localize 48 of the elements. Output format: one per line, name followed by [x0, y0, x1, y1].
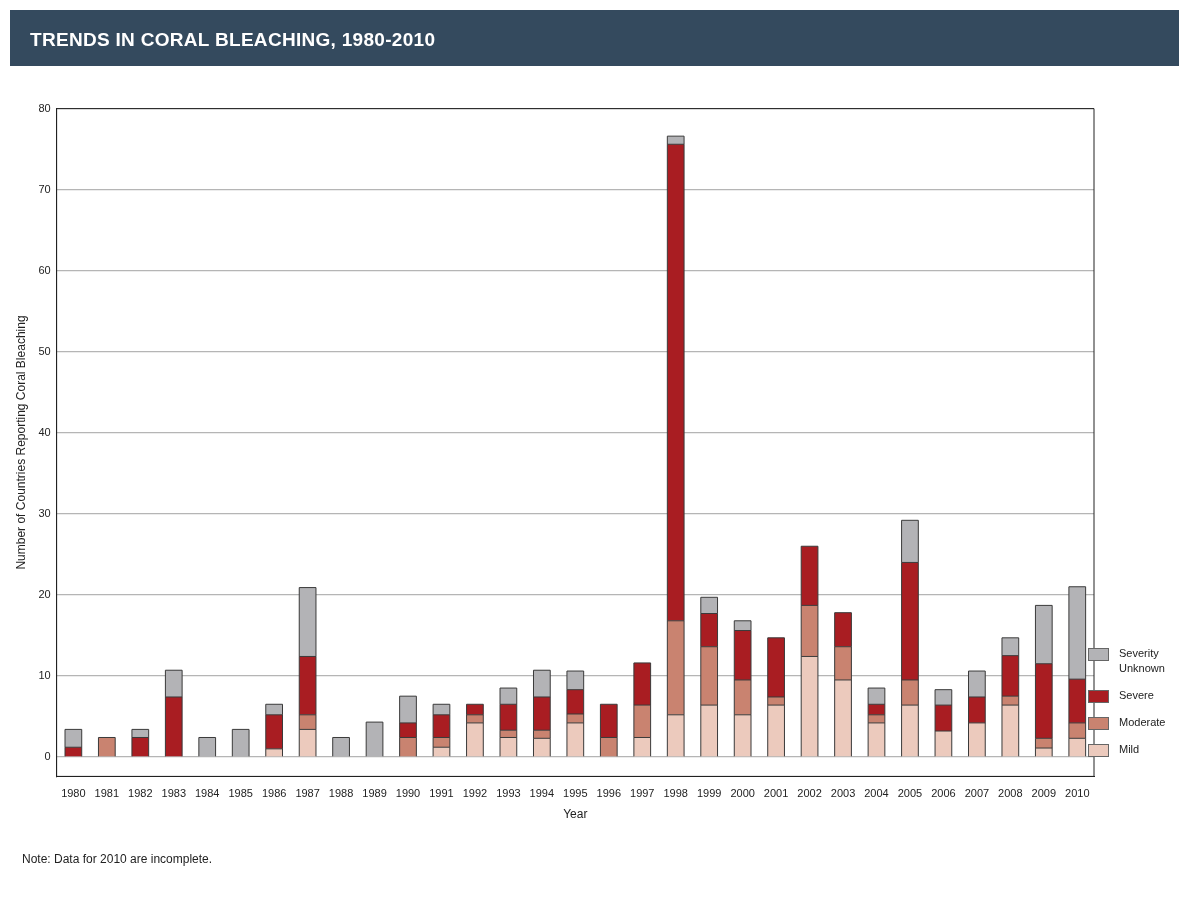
text: Note: Data for 2010 are incomplete. [22, 851, 213, 868]
legend-label: Mild [1119, 742, 1141, 757]
x-tick-label: 1986 [261, 787, 287, 800]
x-tick-label: 2004 [864, 787, 889, 800]
x-tick-label: 2000 [730, 787, 755, 800]
x-tick-label: 1981 [94, 787, 120, 800]
y-tick-label: 60 [38, 263, 51, 276]
x-tick-label: 1980 [61, 787, 86, 800]
x-tick-label: 1992 [462, 787, 488, 800]
x-tick-label: 1991 [429, 787, 454, 800]
x-tick-label: 2001 [763, 787, 789, 800]
x-tick-label: 1988 [328, 787, 354, 800]
x-tick-label: 1987 [295, 787, 320, 800]
y-tick-label: 70 [38, 182, 51, 195]
legend-label: Severity Unknown [1119, 646, 1166, 676]
x-tick-label: 1997 [630, 787, 655, 800]
x-tick-label: 1989 [362, 787, 387, 800]
x-tick-label: 1995 [563, 787, 588, 800]
x-tick-label: 2008 [998, 787, 1023, 800]
x-tick-label: 1990 [395, 787, 421, 800]
x-tick-label: 2005 [897, 787, 923, 800]
x-tick-label: 1984 [194, 787, 220, 800]
y-tick-label: 50 [38, 344, 51, 357]
x-tick-label: 1982 [128, 787, 153, 800]
y-axis-title: Number of Countries Reporting Coral Bleaching [13, 315, 28, 570]
chart-title: TRENDS IN CORAL BLEACHING, 1980-2010 [10, 10, 1179, 66]
legend-label: Moderate [1119, 715, 1167, 730]
x-tick-label: 1985 [228, 787, 253, 800]
x-tick-label: 2010 [1065, 787, 1090, 800]
x-tick-label: 1983 [161, 787, 186, 800]
x-tick-label: 2009 [1031, 787, 1057, 800]
y-tick-label: 0 [44, 749, 51, 762]
x-tick-label: 2006 [931, 787, 956, 800]
x-tick-label: 2003 [830, 787, 856, 800]
y-tick-label: 80 [38, 101, 51, 114]
y-tick-label: 30 [38, 506, 51, 519]
y-tick-label: 10 [38, 668, 51, 681]
x-tick-label: 1996 [596, 787, 622, 800]
legend-label: Severe [1119, 688, 1155, 703]
x-tick-label: 1998 [663, 787, 688, 800]
y-tick-label: 20 [38, 587, 51, 600]
x-tick-label: 2002 [797, 787, 822, 800]
y-tick-label: 40 [38, 425, 51, 438]
x-tick-label: 2007 [964, 787, 990, 800]
x-tick-label: 1999 [696, 787, 722, 800]
x-tick-label: 1993 [496, 787, 521, 800]
x-tick-label: 1994 [529, 787, 555, 800]
x-axis-title: Year [563, 807, 588, 822]
